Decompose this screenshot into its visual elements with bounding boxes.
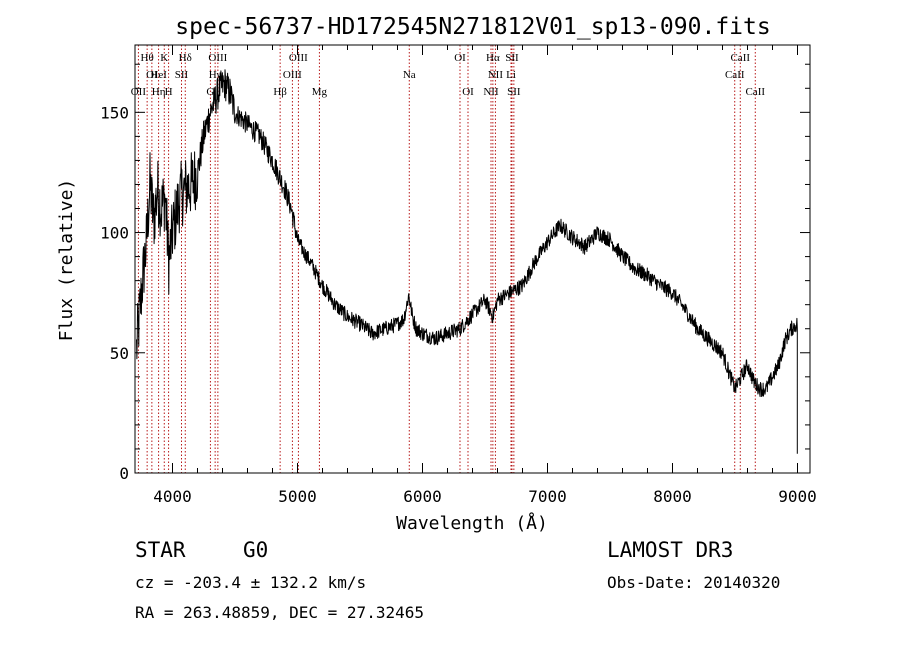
spectrum-line: [136, 69, 798, 454]
line-label: OI: [462, 86, 474, 98]
line-label: G: [206, 86, 214, 98]
coordinates: RA = 263.48859, DEC = 27.32465: [135, 603, 424, 622]
line-label: CaII: [745, 86, 765, 98]
line-label: OI: [454, 52, 466, 64]
survey-name: LAMOST DR3: [607, 538, 734, 562]
line-markers: [137, 45, 756, 473]
line-label: Hγ: [209, 69, 222, 81]
y-tick-label: 0: [119, 464, 129, 483]
line-label: Hη: [152, 86, 166, 98]
object-subclass: G0: [243, 538, 269, 562]
y-axis: 0 50 100 150: [100, 63, 810, 483]
y-tick-label: 50: [110, 344, 129, 363]
line-label: Hα: [486, 52, 500, 64]
line-label: OIII: [208, 52, 227, 64]
line-label: Li: [506, 69, 516, 81]
x-axis-label: Wavelength (Å): [396, 512, 548, 534]
line-label: Hθ: [141, 52, 154, 64]
y-tick-label: 150: [100, 103, 129, 122]
x-tick-label: 5000: [278, 487, 317, 506]
chart-title: spec-56737-HD172545N271812V01_sp13-090.f…: [175, 14, 770, 40]
spectrum-series: [136, 69, 798, 454]
line-label: Hβ: [273, 86, 287, 98]
redshift-velocity: cz = -203.4 ± 132.2 km/s: [135, 573, 367, 592]
line-label: NII: [483, 86, 499, 98]
x-tick-label: 8000: [653, 487, 692, 506]
observation-date: Obs-Date: 20140320: [607, 573, 781, 592]
object-class: STAR: [135, 538, 186, 562]
line-label: OIII: [289, 52, 308, 64]
line-label: SII: [175, 69, 189, 81]
y-tick-label: 100: [100, 224, 129, 243]
line-label: Na: [403, 69, 416, 81]
y-axis-label: Flux (relative): [56, 179, 77, 342]
x-axis: 4000 5000 6000 7000 8000 9000: [153, 45, 817, 506]
line-label: CaII: [725, 69, 745, 81]
line-label: NII: [488, 69, 504, 81]
line-label: CaII: [730, 52, 750, 64]
x-tick-label: 9000: [778, 487, 817, 506]
line-label: HeI: [150, 69, 167, 81]
line-label: K: [160, 52, 168, 64]
line-label: SII: [505, 52, 519, 64]
line-label: OI: [146, 69, 158, 81]
line-label: OIII: [283, 69, 302, 81]
plot-frame: [134, 44, 811, 474]
line-label: Hδ: [179, 52, 192, 64]
line-label: SII: [507, 86, 521, 98]
x-tick-label: 7000: [528, 487, 567, 506]
line-label: Mg: [312, 86, 328, 98]
x-tick-label: 4000: [153, 487, 192, 506]
x-tick-label: 6000: [403, 487, 442, 506]
line-label: H: [165, 86, 173, 98]
